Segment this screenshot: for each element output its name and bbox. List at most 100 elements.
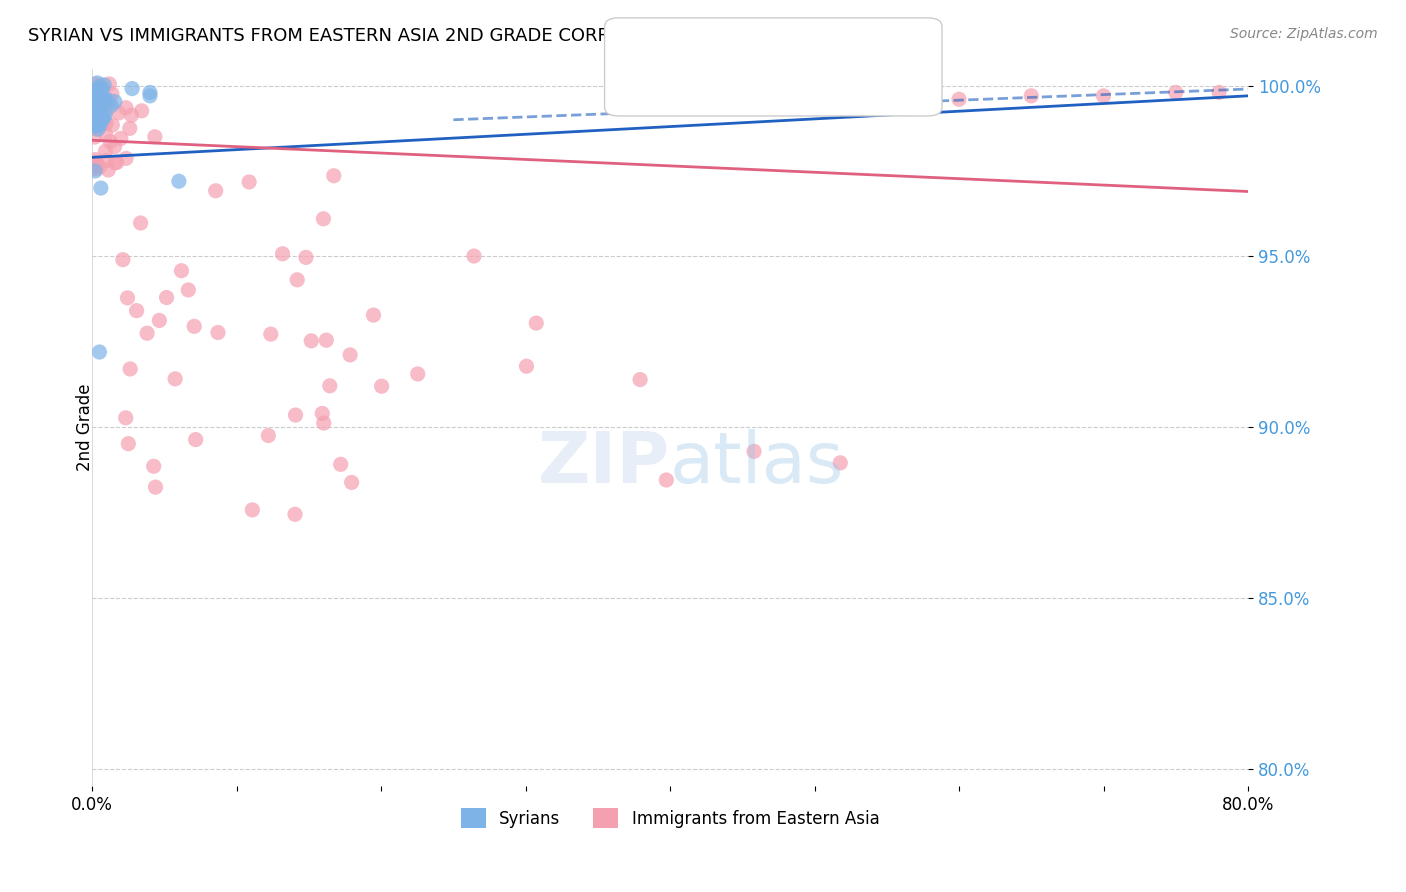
Immigrants from Eastern Asia bbox=[96, 116, 118, 130]
Immigrants from Eastern Asia bbox=[183, 319, 205, 334]
Immigrants from Eastern Asia bbox=[129, 216, 152, 230]
Immigrants from Eastern Asia bbox=[177, 283, 200, 297]
Immigrants from Eastern Asia bbox=[207, 326, 229, 340]
Text: R =   0.108   N = 52: R = 0.108 N = 52 bbox=[650, 40, 868, 58]
Immigrants from Eastern Asia bbox=[91, 111, 114, 125]
Immigrants from Eastern Asia bbox=[120, 362, 142, 376]
Syrians bbox=[86, 98, 108, 112]
Immigrants from Eastern Asia bbox=[284, 508, 307, 522]
Immigrants from Eastern Asia bbox=[96, 103, 118, 117]
Immigrants from Eastern Asia bbox=[104, 156, 127, 170]
Immigrants from Eastern Asia bbox=[329, 458, 352, 472]
Text: ZIP: ZIP bbox=[538, 428, 671, 498]
Y-axis label: 2nd Grade: 2nd Grade bbox=[76, 384, 94, 471]
Syrians bbox=[94, 91, 117, 105]
Immigrants from Eastern Asia bbox=[463, 249, 485, 263]
Syrians bbox=[83, 83, 105, 97]
Immigrants from Eastern Asia bbox=[89, 96, 111, 111]
Immigrants from Eastern Asia bbox=[515, 359, 537, 374]
Syrians bbox=[87, 100, 110, 114]
Syrians bbox=[84, 87, 107, 101]
Syrians bbox=[86, 76, 108, 90]
Immigrants from Eastern Asia bbox=[83, 119, 105, 133]
Immigrants from Eastern Asia bbox=[830, 456, 852, 470]
Syrians bbox=[89, 118, 111, 132]
Immigrants from Eastern Asia bbox=[184, 433, 207, 447]
Syrians bbox=[104, 95, 127, 109]
Syrians bbox=[94, 94, 117, 108]
Immigrants from Eastern Asia bbox=[628, 373, 651, 387]
Syrians bbox=[139, 86, 162, 100]
Immigrants from Eastern Asia bbox=[204, 184, 226, 198]
Immigrants from Eastern Asia bbox=[120, 108, 142, 122]
Immigrants from Eastern Asia bbox=[284, 408, 307, 422]
Immigrants from Eastern Asia bbox=[948, 92, 970, 106]
Immigrants from Eastern Asia bbox=[98, 135, 121, 149]
Syrians bbox=[87, 93, 110, 107]
Immigrants from Eastern Asia bbox=[742, 444, 765, 458]
Immigrants from Eastern Asia bbox=[94, 128, 117, 142]
Immigrants from Eastern Asia bbox=[117, 291, 139, 305]
Immigrants from Eastern Asia bbox=[84, 78, 107, 92]
Immigrants from Eastern Asia bbox=[84, 153, 107, 167]
Syrians bbox=[84, 164, 107, 178]
Immigrants from Eastern Asia bbox=[145, 480, 167, 494]
Immigrants from Eastern Asia bbox=[125, 303, 148, 318]
Syrians bbox=[84, 88, 107, 103]
Syrians bbox=[86, 94, 108, 108]
Immigrants from Eastern Asia bbox=[107, 106, 129, 120]
Syrians bbox=[87, 95, 110, 110]
Text: R = -0.096   N = 99: R = -0.096 N = 99 bbox=[650, 80, 856, 98]
Immigrants from Eastern Asia bbox=[238, 175, 260, 189]
Immigrants from Eastern Asia bbox=[524, 316, 547, 330]
Text: Source: ZipAtlas.com: Source: ZipAtlas.com bbox=[1230, 27, 1378, 41]
Syrians bbox=[93, 78, 115, 92]
Syrians bbox=[83, 93, 105, 107]
Immigrants from Eastern Asia bbox=[90, 78, 112, 93]
Immigrants from Eastern Asia bbox=[299, 334, 322, 348]
Immigrants from Eastern Asia bbox=[84, 100, 107, 114]
Immigrants from Eastern Asia bbox=[98, 93, 121, 107]
Immigrants from Eastern Asia bbox=[142, 459, 165, 474]
Immigrants from Eastern Asia bbox=[84, 98, 107, 112]
Immigrants from Eastern Asia bbox=[115, 152, 138, 166]
Immigrants from Eastern Asia bbox=[84, 160, 107, 174]
Text: ■: ■ bbox=[626, 39, 644, 59]
Immigrants from Eastern Asia bbox=[136, 326, 159, 341]
Immigrants from Eastern Asia bbox=[87, 121, 110, 136]
Immigrants from Eastern Asia bbox=[240, 503, 263, 517]
Text: ■: ■ bbox=[626, 79, 644, 99]
Immigrants from Eastern Asia bbox=[285, 273, 308, 287]
Immigrants from Eastern Asia bbox=[370, 379, 392, 393]
Immigrants from Eastern Asia bbox=[165, 372, 187, 386]
Immigrants from Eastern Asia bbox=[118, 121, 141, 136]
Immigrants from Eastern Asia bbox=[131, 103, 153, 118]
Syrians bbox=[94, 97, 117, 112]
Syrians bbox=[89, 103, 111, 117]
Immigrants from Eastern Asia bbox=[1019, 88, 1042, 103]
Immigrants from Eastern Asia bbox=[84, 86, 107, 100]
Immigrants from Eastern Asia bbox=[260, 327, 283, 342]
Immigrants from Eastern Asia bbox=[155, 291, 177, 305]
Immigrants from Eastern Asia bbox=[98, 77, 121, 91]
Syrians bbox=[121, 81, 143, 95]
Immigrants from Eastern Asia bbox=[84, 91, 107, 105]
Immigrants from Eastern Asia bbox=[319, 379, 342, 393]
Immigrants from Eastern Asia bbox=[148, 313, 170, 327]
Syrians bbox=[87, 122, 110, 136]
Syrians bbox=[89, 345, 111, 359]
Syrians bbox=[87, 119, 110, 133]
Immigrants from Eastern Asia bbox=[406, 367, 429, 381]
Immigrants from Eastern Asia bbox=[83, 130, 105, 145]
Immigrants from Eastern Asia bbox=[94, 145, 117, 159]
Syrians bbox=[87, 80, 110, 95]
Immigrants from Eastern Asia bbox=[363, 308, 385, 322]
Syrians bbox=[94, 108, 117, 122]
Immigrants from Eastern Asia bbox=[322, 169, 344, 183]
Syrians bbox=[86, 83, 108, 97]
Immigrants from Eastern Asia bbox=[315, 333, 337, 347]
Syrians bbox=[83, 119, 105, 133]
Immigrants from Eastern Asia bbox=[105, 155, 128, 169]
Immigrants from Eastern Asia bbox=[84, 110, 107, 124]
Syrians bbox=[167, 174, 190, 188]
